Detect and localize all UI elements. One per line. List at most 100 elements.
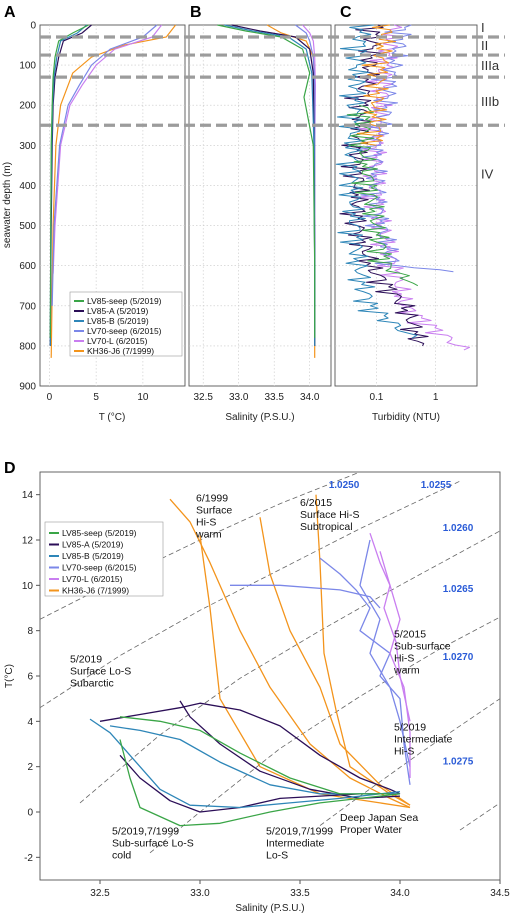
legend-label-LV70-seep: LV70-seep (6/2015): [62, 563, 137, 573]
annotation-label: Deep Japan Sea Proper Water: [340, 812, 418, 836]
tick-label-x: 32.5: [90, 888, 110, 899]
panel-c-frame: [334, 24, 478, 387]
legend-label-LV70-L: LV70-L (6/2015): [87, 336, 148, 346]
annotation-line: Sub-surface: [394, 640, 451, 652]
legend-label-KH36-J6: KH36-J6 (7/1999): [87, 346, 154, 356]
panel-b-salinity-profile: 32.5 33.0 33.5 34.0 Salinity (P.S.U.): [188, 24, 332, 423]
tick-label-y: 200: [19, 101, 36, 112]
tick-label-y: 4: [27, 717, 33, 728]
panel-label-b: B: [190, 4, 202, 21]
panel-d-ylabel: T(°C): [4, 664, 15, 688]
panel-label-a: A: [4, 4, 16, 21]
tick-label-x: 33.5: [290, 888, 310, 899]
panel-label-d: D: [4, 460, 16, 477]
panel-b-ticks: 32.5 33.0 33.5 34.0: [193, 392, 319, 403]
legend-label-LV85-B: LV85-B (5/2019): [87, 316, 149, 326]
legend-label-LV85-B: LV85-B (5/2019): [62, 551, 124, 561]
density-label: 1.0270: [443, 652, 474, 663]
legend-label-LV85-A: LV85-A (5/2019): [62, 540, 123, 550]
annotation-line: Surface Hi-S: [300, 509, 360, 521]
series-line-LV85-seep: [119, 739, 401, 827]
legend-a-box: [69, 291, 183, 357]
tick-label-x: 32.5: [193, 392, 213, 403]
annotation-line: Deep Japan Sea: [340, 812, 418, 824]
tick-label-y: 700: [19, 301, 36, 312]
series-line-KH36-J6: [169, 498, 411, 809]
annotation-line: Hi-S: [394, 745, 414, 757]
layer-label: IIIb: [481, 94, 499, 109]
tick-label-y: 300: [19, 141, 36, 152]
annotation-label: 5/2019 Surface Lo-S Subarctic: [70, 653, 131, 689]
panel-c-xlabel: Turbidity (NTU): [372, 412, 440, 423]
tick-label-x: 10: [137, 392, 149, 403]
series-line-LV70-seep: [51, 24, 158, 306]
annotation-line: 5/2019: [70, 653, 102, 665]
tick-label-y: 2: [27, 762, 33, 773]
series-line-KH36-J6: [356, 24, 396, 146]
panel-a-ylabel: seawater depth (m): [2, 162, 13, 248]
tick-label-y: 500: [19, 221, 36, 232]
annotation-line: Hi-S: [196, 516, 216, 528]
annotation-line: warm: [195, 528, 222, 540]
annotation-line: Sub-surface Lo-S: [112, 838, 194, 850]
legend-d-box: [44, 521, 164, 597]
legend-d: LV85-seep (5/2019) LV85-A (5/2019)LV85-B …: [44, 521, 164, 597]
annotation-line: 5/2019: [394, 721, 426, 733]
legend-label-LV70-L: LV70-L (6/2015): [62, 574, 123, 584]
legend-label-KH36-J6: KH36-J6 (7/1999): [62, 586, 129, 596]
series-line-LV70-seep: [230, 584, 381, 609]
series-line-KH36-J6: [50, 24, 177, 358]
annotation-line: Lo-S: [266, 850, 288, 862]
tick-label-y: 12: [22, 536, 34, 547]
tick-label-y: 400: [19, 181, 36, 192]
annotation-line: 5/2019,7/1999: [112, 826, 179, 838]
panel-b-xlabel: Salinity (P.S.U.): [225, 412, 294, 423]
tick-label-y: 900: [19, 382, 36, 393]
series-line-LV70-L: [369, 532, 411, 778]
legend-label-LV85-A: LV85-A (5/2019): [87, 306, 148, 316]
tick-label-y: 6: [27, 672, 33, 683]
isopycnal-line: [319, 698, 501, 826]
tick-label-x: 34.0: [300, 392, 320, 403]
annotation-line: Surface Lo-S: [70, 665, 131, 677]
tick-label-x: 1: [433, 392, 439, 403]
annotation-label: 6/2015 Surface Hi-S Subtropical: [300, 497, 360, 533]
tick-label-y: 10: [22, 581, 34, 592]
series-line-LV70-L: [379, 551, 411, 722]
panel-a-grid: [40, 25, 185, 386]
series-line-LV85-seep: [346, 104, 419, 287]
tick-label-y: 14: [22, 490, 34, 501]
tick-label-y: -2: [24, 853, 33, 864]
annotation-label: 5/2019,7/1999 Sub-surface Lo-S cold: [112, 826, 194, 862]
legend-a: LV85-seep (5/2019)LV85-A (5/2019)LV85-B …: [69, 291, 183, 357]
annotation-label: 5/2019 Intermediate Hi-S: [394, 721, 453, 757]
tick-label-x: 33.0: [229, 392, 249, 403]
annotation-label: 5/2015 Sub-surface Hi-S warm: [393, 628, 451, 676]
series-line-LV85-A: [119, 754, 400, 813]
panel-c-grid: [335, 25, 477, 386]
tick-label-x: 5: [93, 392, 99, 403]
legend-label-LV85-seep: LV85-seep (5/2019): [62, 528, 137, 538]
tick-label-x: 33.0: [190, 888, 210, 899]
series-line-KH36-J6: [199, 535, 411, 809]
layer-label: IV: [481, 166, 494, 181]
panel-d-ticks: 32.5 33.0 33.5 34.0 34.5 -2 0 2 4 6 8 10 12 14: [22, 490, 510, 899]
isopycnal-line: [39, 480, 461, 709]
panel-c-turbidity-profile: 0.1 1 Turbidity (NTU): [334, 24, 478, 423]
tick-label-y: 0: [27, 808, 33, 819]
layer-label: IIIa: [481, 58, 500, 73]
panel-b-frame: [188, 24, 332, 387]
density-label: 1.0260: [443, 523, 474, 534]
tick-label-y: 800: [19, 341, 36, 352]
annotation-line: Intermediate: [266, 838, 325, 850]
series-line-LV85-seep: [217, 24, 316, 338]
density-label: 1.0255: [421, 480, 452, 491]
panel-a-frame: [39, 24, 186, 387]
annotation-line: Subarctic: [70, 677, 114, 689]
series-line-LV70-seep: [319, 557, 411, 785]
tick-label-x: 33.5: [264, 392, 284, 403]
panel-c-series: [335, 24, 470, 351]
tick-label-y: 8: [27, 626, 33, 637]
